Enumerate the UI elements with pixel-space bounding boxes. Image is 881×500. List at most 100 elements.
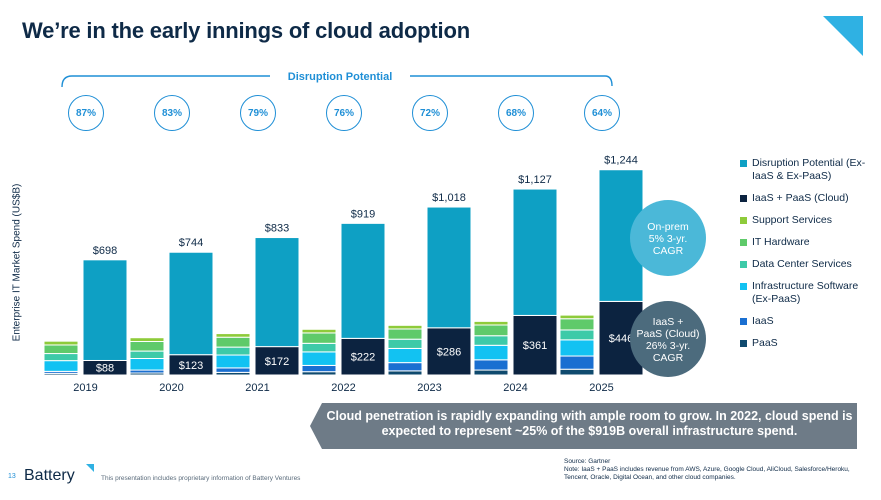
bar-iaas-paas-cloud--2023 <box>426 327 472 376</box>
bar-disruption-potential-ex-iaas-ex-paas--2019 <box>82 259 128 361</box>
bar-iaas-2024 <box>473 359 509 371</box>
y-axis-label: Enterprise IT Market Spend (US$B) <box>11 183 23 342</box>
source-note: Source: Gartner Note: IaaS + PaaS includ… <box>564 458 864 482</box>
total-label-2024: $1,127 <box>518 174 552 186</box>
cloud-label-2021: $172 <box>265 356 289 368</box>
x-tick-2019: 2019 <box>73 382 97 394</box>
bar-paas-2025 <box>559 368 595 376</box>
legend-item: Disruption Potential (Ex-IaaS & Ex-PaaS) <box>740 157 880 183</box>
chart: $698 $88 2019 $744 $123 2020 $833 $172 2021 $919 $… <box>43 75 706 394</box>
bar-disruption-potential-ex-iaas-ex-paas--2024 <box>512 188 558 316</box>
legend-swatch <box>740 160 747 167</box>
bar-it-hardware-2019 <box>43 344 79 355</box>
labels-group: $698 $88 2019 $744 $123 2020 $833 $172 2021 $919 $… <box>73 155 638 394</box>
disruption-pct-2020: 83% <box>154 95 190 131</box>
total-label-2023: $1,018 <box>432 192 466 204</box>
legend-item: Support Services <box>740 214 880 227</box>
bar-it-hardware-2020 <box>129 341 165 352</box>
bar-support-services-2025 <box>559 314 595 320</box>
bar-data-center-services-2022 <box>301 342 337 353</box>
bar-support-services-2021 <box>215 333 251 338</box>
total-label-2020: $744 <box>179 237 203 249</box>
disruption-pct-2023: 72% <box>412 95 448 131</box>
bar-it-hardware-2024 <box>473 324 509 337</box>
bar-paas-2023 <box>387 370 423 376</box>
bar-disruption-potential-ex-iaas-ex-paas--2022 <box>340 222 386 339</box>
corner-triangle-logo <box>823 16 863 56</box>
legend-item: IaaS <box>740 315 880 328</box>
legend-swatch <box>740 261 747 268</box>
bar-infrastructure-software-ex-paas--2022 <box>301 351 337 366</box>
legend-swatch <box>740 340 747 347</box>
bar-infrastructure-software-ex-paas--2020 <box>129 358 165 371</box>
legend-item: PaaS <box>740 337 880 350</box>
legend-item: IaaS + PaaS (Cloud) <box>740 192 880 205</box>
footer-disclaimer: This presentation includes proprietary i… <box>101 475 301 482</box>
bar-data-center-services-2020 <box>129 350 165 360</box>
cloud-cagr-bubble <box>630 301 706 377</box>
disruption-pct-2024: 68% <box>498 95 534 131</box>
legend-label: Support Services <box>752 214 832 226</box>
disruption-pct-2019: 87% <box>68 95 104 131</box>
legend-swatch <box>740 239 747 246</box>
legend-label: IT Hardware <box>752 236 810 248</box>
disruption-pct-2021: 79% <box>240 95 276 131</box>
onprem-cagr-bubble <box>630 200 706 276</box>
callout-text: Cloud penetration is rapidly expanding w… <box>322 403 857 449</box>
bar-support-services-2020 <box>129 337 165 343</box>
bar-infrastructure-software-ex-paas--2019 <box>43 360 79 372</box>
bar-it-hardware-2021 <box>215 336 251 348</box>
battery-logo: Battery <box>24 467 75 484</box>
cloud-cagr-bubble-line-0: IaaS + <box>653 316 684 328</box>
bar-infrastructure-software-ex-paas--2025 <box>559 339 595 357</box>
total-label-2022: $919 <box>351 208 375 220</box>
onprem-cagr-bubble-line-2: CAGR <box>653 245 684 257</box>
legend-item: Infrastructure Software (Ex-PaaS) <box>740 280 880 306</box>
bar-support-services-2022 <box>301 328 337 334</box>
disruption-pct-2022: 76% <box>326 95 362 131</box>
legend-swatch <box>740 318 747 325</box>
onprem-cagr-bubble-line-0: On-prem <box>647 221 689 233</box>
bar-iaas-2025 <box>559 355 595 370</box>
total-label-2019: $698 <box>93 245 117 257</box>
footnote: Note: IaaS + PaaS includes revenue from … <box>564 466 850 481</box>
cloud-label-2023: $286 <box>437 346 461 358</box>
total-label-2021: $833 <box>265 223 289 235</box>
legend-item: IT Hardware <box>740 236 880 249</box>
bar-iaas-paas-cloud--2021 <box>254 346 300 376</box>
bar-support-services-2019 <box>43 340 79 346</box>
bar-infrastructure-software-ex-paas--2021 <box>215 354 251 369</box>
logo-mark-icon <box>86 464 94 472</box>
bar-it-hardware-2023 <box>387 328 423 340</box>
bar-disruption-potential-ex-iaas-ex-paas--2020 <box>168 251 214 356</box>
bar-data-center-services-2024 <box>473 335 509 346</box>
bar-data-center-services-2019 <box>43 353 79 362</box>
total-label-2025: $1,244 <box>604 155 638 167</box>
bar-it-hardware-2025 <box>559 318 595 331</box>
bar-iaas-2023 <box>387 362 423 372</box>
bar-support-services-2024 <box>473 320 509 326</box>
legend-label: PaaS <box>752 337 778 349</box>
legend-swatch <box>740 217 747 224</box>
cloud-label-2019: $88 <box>96 363 114 375</box>
cloud-label-2022: $222 <box>351 352 375 364</box>
x-tick-2023: 2023 <box>417 382 441 394</box>
x-tick-2024: 2024 <box>503 382 527 394</box>
legend-label: Infrastructure Software (Ex-PaaS) <box>752 280 859 305</box>
legend-swatch <box>740 283 747 290</box>
bar-disruption-potential-ex-iaas-ex-paas--2023 <box>426 206 472 329</box>
cloud-label-2020: $123 <box>179 360 203 372</box>
cloud-label-2025: $446 <box>609 333 633 345</box>
bar-disruption-potential-ex-iaas-ex-paas--2021 <box>254 237 300 348</box>
bar-data-center-services-2021 <box>215 346 251 356</box>
legend-item: Data Center Services <box>740 258 880 271</box>
cloud-cagr-bubble-line-3: CAGR <box>653 352 684 364</box>
bar-infrastructure-software-ex-paas--2023 <box>387 347 423 364</box>
bar-iaas-paas-cloud--2024 <box>512 314 558 376</box>
legend: Disruption Potential (Ex-IaaS & Ex-PaaS)… <box>740 157 880 359</box>
disruption-pct-2025: 64% <box>584 95 620 131</box>
legend-swatch <box>740 195 747 202</box>
bar-support-services-2023 <box>387 324 423 330</box>
bar-it-hardware-2022 <box>301 332 337 344</box>
x-tick-2022: 2022 <box>331 382 355 394</box>
